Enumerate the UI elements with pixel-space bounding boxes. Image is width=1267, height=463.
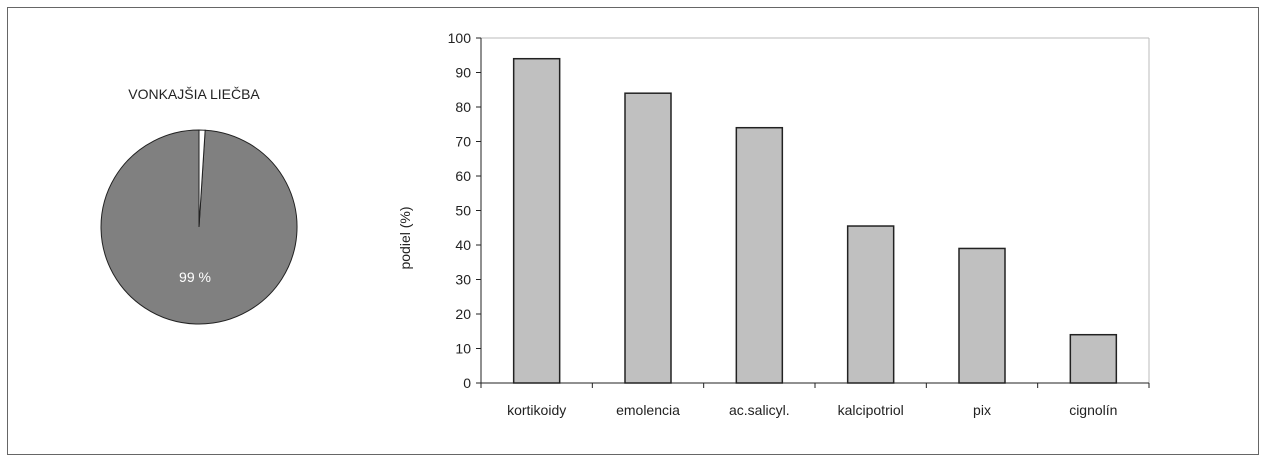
pie-slice-label: 99 % xyxy=(179,269,211,285)
y-tick-label: 80 xyxy=(455,99,471,115)
y-tick-label: 40 xyxy=(455,237,471,253)
y-tick-label: 100 xyxy=(448,30,472,46)
x-tick-label: kortikoidy xyxy=(507,402,566,418)
y-tick-label: 30 xyxy=(455,272,471,288)
pie-chart: VONKAJŠIA LIEČBA 99 % xyxy=(100,86,298,325)
y-tick-label: 0 xyxy=(463,375,471,391)
x-tick-label: emolencia xyxy=(616,402,680,418)
bar-pix xyxy=(958,247,1006,384)
x-tick-label: pix xyxy=(973,402,991,418)
x-tick-label: ac.salicyl. xyxy=(729,402,790,418)
y-tick-label: 90 xyxy=(455,65,471,81)
y-tick-label: 70 xyxy=(455,134,471,150)
x-tick-label: kalcipotriol xyxy=(838,402,904,418)
bar-chart: 0 10 20 30 40 50 60 70 80 90 100 kortikoidy emolenci… xyxy=(397,30,1150,418)
y-axis-label: podiel (%) xyxy=(397,206,413,269)
pie-title: VONKAJŠIA LIEČBA xyxy=(128,86,260,102)
y-tick-label: 10 xyxy=(455,341,471,357)
figure-frame: VONKAJŠIA LIEČBA 99 % 0 10 20 30 40 50 60 70 80 9… xyxy=(7,7,1259,455)
y-tick-label: 20 xyxy=(455,306,471,322)
bar-kalcipotriol xyxy=(846,225,895,384)
y-tick-label: 50 xyxy=(455,203,471,219)
bar-emolencia xyxy=(624,92,672,384)
y-tick-label: 60 xyxy=(455,168,471,184)
pie-slice-1 xyxy=(198,129,206,228)
bar-ac.salicyl. xyxy=(735,126,784,384)
bar-kortikoidy xyxy=(512,57,561,384)
x-tick-label: cignolín xyxy=(1069,402,1117,418)
bar-cignolín xyxy=(1069,333,1118,384)
